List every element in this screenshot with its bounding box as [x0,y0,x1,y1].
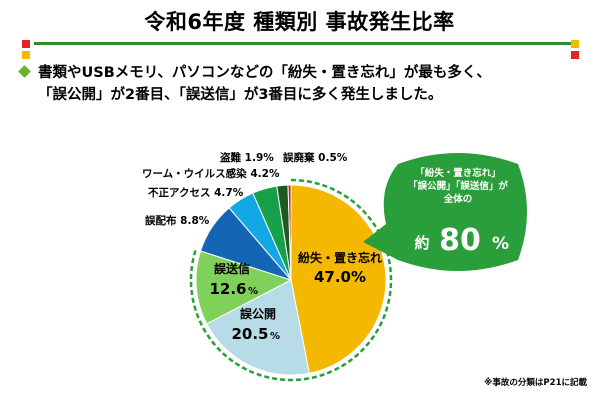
slice-outside-label: ワーム・ウイルス感染 4.2% [142,167,280,180]
callout-line: 全体の [443,193,473,205]
slice-outside-label: 誤配布 8.8% [145,214,210,227]
corner-mark-yellow-left [22,51,30,59]
pie-slice [290,184,387,374]
slice-outside-label: 不正アクセス 4.7% [148,187,244,199]
slice-unit-label: % [248,286,258,297]
pie-slice [287,184,292,281]
corner-mark-red-right [571,51,579,59]
slice-value-label: 12.6 [209,280,246,298]
callout-bubble [363,153,527,271]
summary-line-2: 「誤公開」が2番目、「誤送信」が3番目に多く発生しました。 [38,87,443,103]
slice-outside-label: 誤廃棄 0.5% [283,151,348,164]
pie-slice [195,250,293,325]
slice-unit-label: % [270,331,280,342]
title-underline [34,42,574,45]
page-title: 令和6年度 種類別 事故発生比率 [144,10,455,34]
callout-unit: % [492,234,509,254]
slice-label: 誤送信 [214,261,250,276]
footnote: ※事故の分類はP21に記載 [484,378,587,388]
pie-slice [206,279,310,376]
summary-text: 書類やUSBメモリ、パソコンなどの「紛失・置き忘れ」が最も多く、 「誤公開」が2… [18,62,598,106]
slice-outside-label: 盗難 1.9% [220,151,274,164]
slice-value-label: 47.0% [314,268,366,286]
callout-line: 「誤公開」「誤送信」が [408,180,508,192]
highlight-ring [189,178,393,382]
slice-value-label: 20.5 [231,325,268,343]
corner-mark-yellow-right [571,40,579,48]
corner-mark-red-left [22,40,30,48]
callout-value: 80 [439,223,481,258]
callout-prefix: 約 [414,234,429,252]
callout-line: 「紛失・置き忘れ」 [415,167,501,179]
summary-line-1: 書類やUSBメモリ、パソコンなどの「紛失・置き忘れ」が最も多く、 [38,65,491,81]
slice-label: 誤公開 [240,306,276,321]
slice-label: 紛失・置き忘れ [298,250,382,265]
